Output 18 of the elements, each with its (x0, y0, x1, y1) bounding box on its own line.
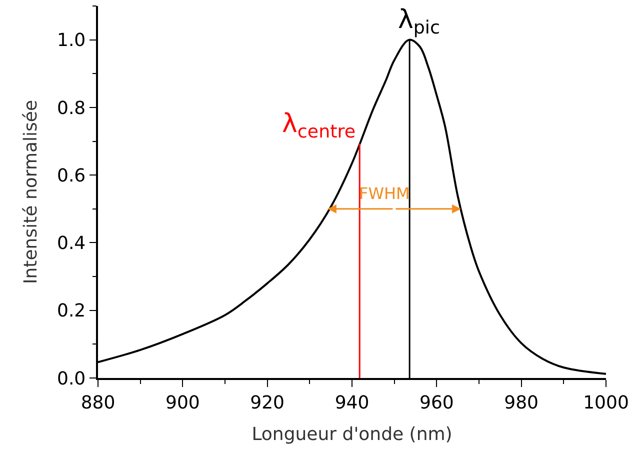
y-tick-label: 0.6 (57, 165, 86, 186)
y-tick-label: 0.0 (57, 368, 86, 390)
x-tick-label: 960 (419, 392, 454, 414)
x-tick-label: 900 (165, 392, 200, 414)
annotation: FWHM (359, 184, 410, 203)
x-tick-label: 880 (80, 392, 116, 414)
y-tick-label: 0.2 (57, 300, 86, 322)
x-tick-label: 980 (504, 392, 539, 414)
y-tick-label: 1.0 (57, 30, 86, 52)
x-axis-title: Longueur d'onde (nm) (252, 424, 452, 445)
x-tick-label: 1000 (583, 392, 629, 414)
y-tick-label: 0.4 (57, 233, 86, 254)
ref-line-label: λ$_{pic}$ (398, 5, 440, 38)
y-axis-title: Intensité normalisée (20, 100, 42, 284)
ref-line-label: λ$_{centre}$ (282, 109, 356, 142)
y-tick-label: 0.8 (57, 98, 86, 119)
x-tick-label: 920 (250, 392, 285, 414)
x-tick-label: 940 (334, 392, 370, 414)
